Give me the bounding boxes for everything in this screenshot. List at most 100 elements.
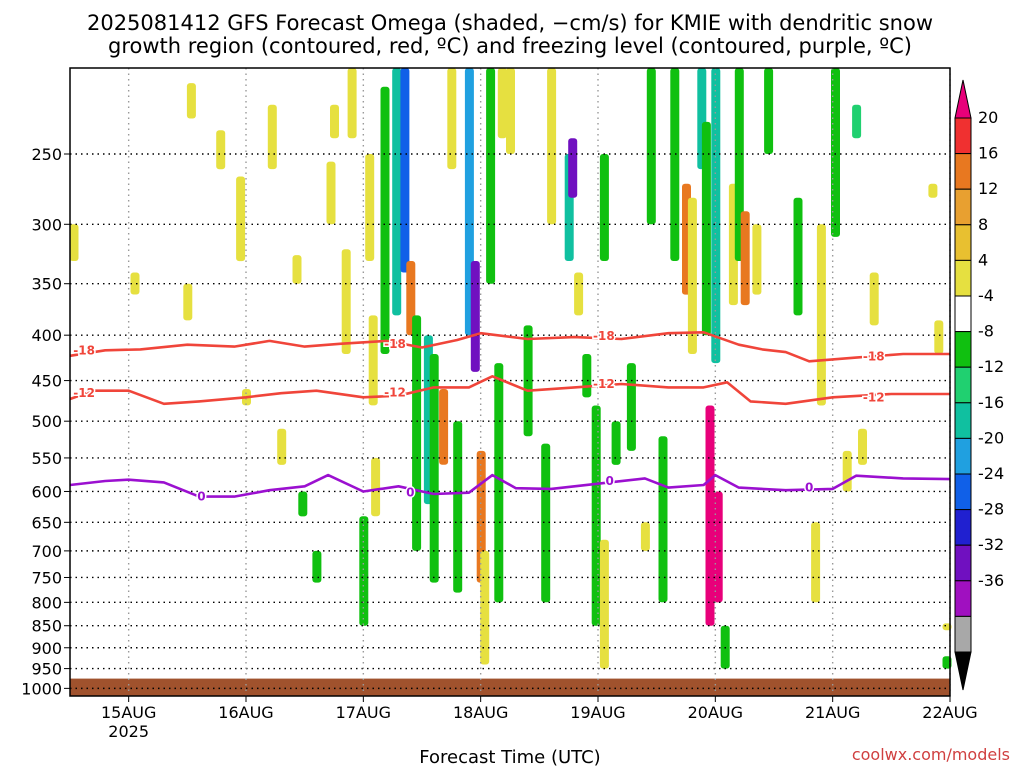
y-tick-label: 450 [31,372,62,391]
colorbar-label: -4 [978,286,994,305]
colorbar-label: 8 [978,215,988,234]
colorbar: 20 16 12 8 4 -4 -8 -12 -16 -20 -24 -28 -32 -36 [954,79,1004,691]
temperature-contours [69,331,951,498]
omega-cell [412,315,422,551]
omega-cell [852,104,862,139]
y-tick-label: 600 [31,482,62,501]
omega-cell [506,68,515,154]
colorbar-label: -16 [978,393,1004,412]
omega-cell [541,443,551,603]
omega-cell [236,176,246,262]
y-tick-label: 250 [31,145,62,164]
omega-cell [752,224,762,295]
y-tick-label: 300 [31,215,62,234]
y-tick-label: 700 [31,542,62,561]
omega-cell [640,522,650,551]
omega-cell [130,272,140,295]
y-tick-label: 350 [31,275,62,294]
contour-labels: -18 -18 -18 -18 -12 -12 -12 -12 0 0 0 0 [72,328,886,505]
contour-label: -18 [73,343,95,357]
colorbar-label: 4 [978,250,988,269]
contour-label: 0 [606,474,614,488]
omega-cell [341,249,351,354]
omega-cell [298,491,308,517]
omega-cell [858,428,867,465]
below-ground-fill [70,678,950,696]
omega-cell [568,138,578,198]
omega-cell [447,68,457,170]
colorbar-swatch [954,331,972,368]
colorbar-label: 20 [978,108,998,127]
omega-cell [486,68,496,284]
colorbar-swatch [954,188,972,226]
contour-label: -18 [863,350,885,364]
y-tick-label: 800 [31,593,62,612]
x-tick-year-label: 2025 [108,722,149,741]
omega-cell [470,261,480,372]
x-tick-label: 21AUG [805,703,860,722]
colorbar-swatch [954,615,972,653]
omega-cell [842,450,852,492]
omega-cell [928,183,938,198]
contour-label: 0 [197,490,205,504]
colorbar-top-arrow [954,79,972,119]
colorbar-swatch [954,473,972,511]
colorbar-swatch [954,153,972,190]
plot-frame [69,67,951,697]
colorbar-swatch [954,117,972,155]
contour-label: -18 [593,329,615,343]
contour-line-0 [69,473,951,498]
credit-link[interactable]: coolwx.com/models [852,745,1010,764]
colorbar-swatch [954,509,972,546]
omega-cell [811,522,821,603]
omega-cell [267,104,277,170]
omega-cell [277,428,287,465]
plot-background [70,68,950,696]
omega-cell [312,550,322,583]
colorbar-label: -8 [978,322,994,341]
omega-cell [400,68,410,273]
omega-cell [764,68,774,154]
omega-cell [380,86,390,355]
omega-cell [740,211,750,306]
contour-label: -18 [384,337,406,351]
omega-cell [392,68,402,316]
omega-cell [439,389,449,465]
omega-cell [591,405,601,626]
omega-cell [869,272,879,326]
colorbar-swatch [954,366,972,404]
colorbar-label: 16 [978,144,998,163]
y-tick-label: 750 [31,568,62,587]
omega-cell [670,68,680,261]
colorbar-label: -24 [978,464,1004,483]
contour-label: -12 [593,377,615,391]
y-tick-label: 650 [31,513,62,532]
omega-cell [658,436,668,603]
omega-cell [599,154,609,261]
colorbar-label: -20 [978,428,1004,447]
x-axis: 15AUG 16AUG 17AUG 18AUG 19AUG 20AUG 21AUG 22AUG… [101,696,978,741]
x-tick-label: 15AUG [101,703,156,722]
x-tick-label: 19AUG [570,703,625,722]
y-tick-label: 850 [31,617,62,636]
plot-area: -18 -18 -18 -18 -12 -12 -12 -12 0 0 0 0 [69,67,952,697]
contour-label: -12 [863,390,885,404]
y-tick-label: 950 [31,660,62,679]
y-tick-label: 1000 [21,679,62,698]
y-tick-label: 500 [31,412,62,431]
contour-label: 0 [805,481,813,495]
colorbar-swatch [954,295,972,333]
colorbar-label: 12 [978,179,998,198]
x-tick-label: 20AUG [688,703,743,722]
omega-cell [687,197,697,354]
x-tick-label: 18AUG [453,703,508,722]
omega-cell [934,320,944,354]
y-tick-label: 900 [31,639,62,658]
omega-cell [582,354,592,398]
omega-cell [574,272,584,316]
colorbar-label: -32 [978,535,1004,554]
colorbar-swatch [954,544,972,582]
omega-cell [371,457,381,517]
omega-cell [599,539,609,669]
omega-cell [547,68,557,225]
